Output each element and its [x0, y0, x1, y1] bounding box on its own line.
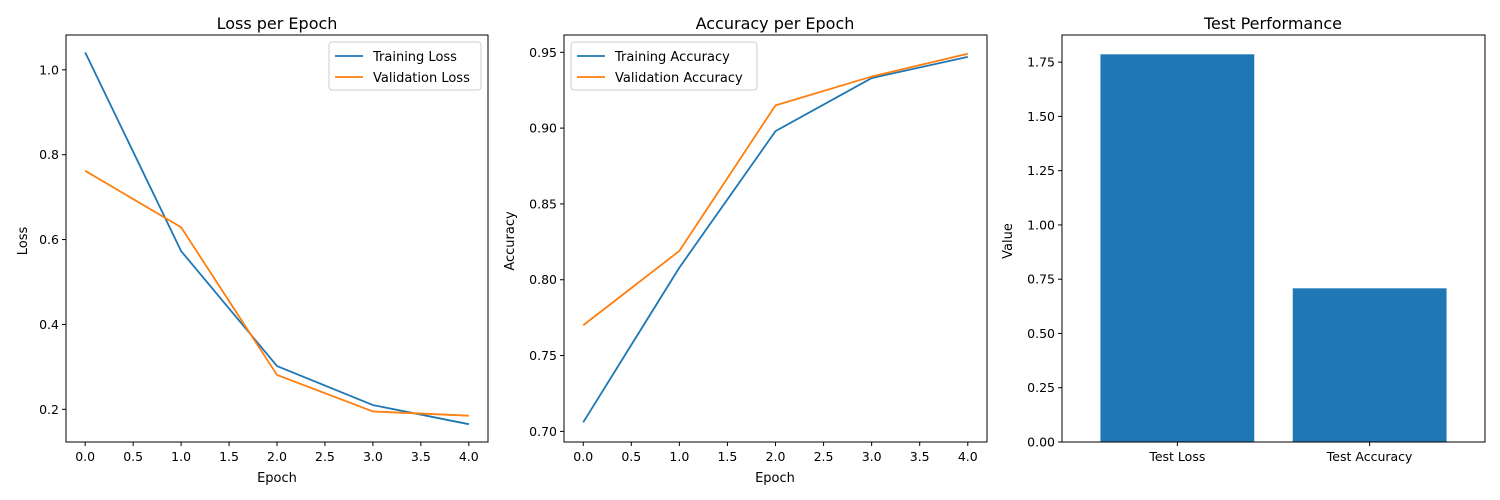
bar-test-accuracy [1292, 288, 1447, 442]
test-performance-chart-panel: Test Performance Test Loss Test Accuracy 0… [1001, 14, 1486, 464]
test-performance-axes-frame [1061, 34, 1486, 443]
series-line-training-loss [84, 52, 469, 426]
accuracy-chart-y-tick-label: 0.95 [529, 45, 557, 60]
test-performance-ticks: Test Loss Test Accuracy 0.00 0.25 0.50 0.75 1.… [1027, 55, 1413, 464]
accuracy-chart-x-tick-label: 2.0 [766, 449, 786, 464]
test-performance-y-tick-label: 1.75 [1027, 55, 1055, 70]
legend-label-training-accuracy: Training Accuracy [614, 50, 730, 65]
loss-chart-y-tick-label: 0.6 [39, 232, 59, 247]
test-performance-x-tick-label: Test Loss [1148, 449, 1205, 464]
loss-chart-x-tick-label: 3.0 [363, 449, 383, 464]
bar-test-loss [1100, 54, 1255, 442]
loss-chart-x-tick-label: 0.0 [75, 449, 95, 464]
accuracy-chart-x-tick-label: 3.0 [862, 449, 882, 464]
loss-chart-x-tick-label: 0.5 [123, 449, 143, 464]
accuracy-chart-x-tick-label: 2.5 [814, 449, 834, 464]
legend-label-validation-loss: Validation Loss [373, 71, 470, 86]
accuracy-chart-x-tick-label: 1.5 [717, 449, 737, 464]
legend-label-training-loss: Training Loss [372, 50, 457, 65]
accuracy-chart-y-tick-label: 0.85 [529, 196, 557, 211]
accuracy-chart-x-axis-label: Epoch [755, 471, 795, 486]
accuracy-chart-plot-area [582, 52, 968, 423]
accuracy-chart-x-tick-label: 4.0 [958, 449, 978, 464]
loss-chart-x-tick-label: 1.5 [219, 449, 239, 464]
accuracy-chart-y-tick-label: 0.75 [529, 348, 557, 363]
test-performance-x-tick-label: Test Accuracy [1326, 449, 1413, 464]
loss-chart-y-axis-label: Loss [16, 227, 31, 256]
test-performance-y-tick-label: 1.00 [1027, 217, 1055, 232]
test-performance-y-tick-label: 1.50 [1027, 109, 1055, 124]
series-line-training-accuracy [582, 55, 968, 423]
accuracy-chart-x-tick-label: 0.0 [573, 449, 593, 464]
test-performance-y-tick-label: 1.25 [1027, 163, 1055, 178]
accuracy-chart-ticks: 0.0 0.5 1.0 1.5 2.0 2.5 3.0 3.5 4.0 0.70 0.75 0.80 0… [529, 45, 978, 464]
accuracy-chart-x-tick-label: 1.0 [669, 449, 689, 464]
accuracy-chart-y-tick-label: 0.80 [529, 272, 557, 287]
test-performance-y-tick-label: 0.50 [1027, 326, 1055, 341]
loss-chart-legend: Training Loss Validation Loss [328, 41, 482, 91]
loss-chart-title: Loss per Epoch [217, 14, 338, 33]
accuracy-chart-y-tick-label: 0.90 [529, 121, 557, 136]
loss-chart-ticks: 0.0 0.5 1.0 1.5 2.0 2.5 3.0 3.5 4.0 0.2 0.4 0.6 0.8 1… [39, 62, 479, 464]
series-line-validation-accuracy [582, 52, 968, 326]
test-performance-plot-area [1100, 54, 1447, 442]
loss-chart-y-tick-label: 0.4 [39, 317, 59, 332]
accuracy-chart-y-tick-label: 0.70 [529, 424, 557, 439]
legend-label-validation-accuracy: Validation Accuracy [615, 71, 743, 86]
loss-chart-x-tick-label: 2.0 [267, 449, 287, 464]
loss-chart-legend-box [328, 41, 482, 91]
loss-chart-y-tick-label: 1.0 [39, 62, 59, 77]
test-performance-y-tick-label: 0.75 [1027, 272, 1055, 287]
accuracy-chart-legend-box [570, 41, 758, 91]
accuracy-chart-title: Accuracy per Epoch [696, 14, 855, 33]
loss-chart-x-tick-label: 4.0 [459, 449, 479, 464]
accuracy-chart-x-tick-label: 3.5 [910, 449, 930, 464]
loss-chart-y-tick-label: 0.2 [39, 402, 59, 417]
test-performance-y-tick-label: 0.00 [1027, 435, 1055, 450]
accuracy-chart-panel: Accuracy per Epoch 0.0 0.5 1.0 1.5 2.0 2.5 3.0… [503, 14, 988, 486]
loss-chart-x-tick-label: 3.5 [411, 449, 431, 464]
test-performance-y-axis-label: Value [1001, 223, 1016, 259]
accuracy-chart-x-tick-label: 0.5 [621, 449, 641, 464]
loss-chart-y-tick-label: 0.8 [39, 147, 59, 162]
test-performance-chart-title: Test Performance [1203, 14, 1342, 33]
loss-chart-x-tick-label: 2.5 [315, 449, 335, 464]
accuracy-chart-y-axis-label: Accuracy [503, 211, 518, 271]
loss-chart-panel: Loss per Epoch 0.0 0.5 1.0 1.5 2.0 2.5 3.0 3.5 4… [16, 14, 489, 486]
accuracy-chart-legend: Training Accuracy Validation Accuracy [570, 41, 758, 91]
loss-chart-plot-area [84, 52, 469, 426]
series-line-validation-loss [84, 170, 469, 417]
test-performance-y-tick-label: 0.25 [1027, 380, 1055, 395]
loss-chart-x-tick-label: 1.0 [171, 449, 191, 464]
loss-chart-x-axis-label: Epoch [257, 471, 297, 486]
